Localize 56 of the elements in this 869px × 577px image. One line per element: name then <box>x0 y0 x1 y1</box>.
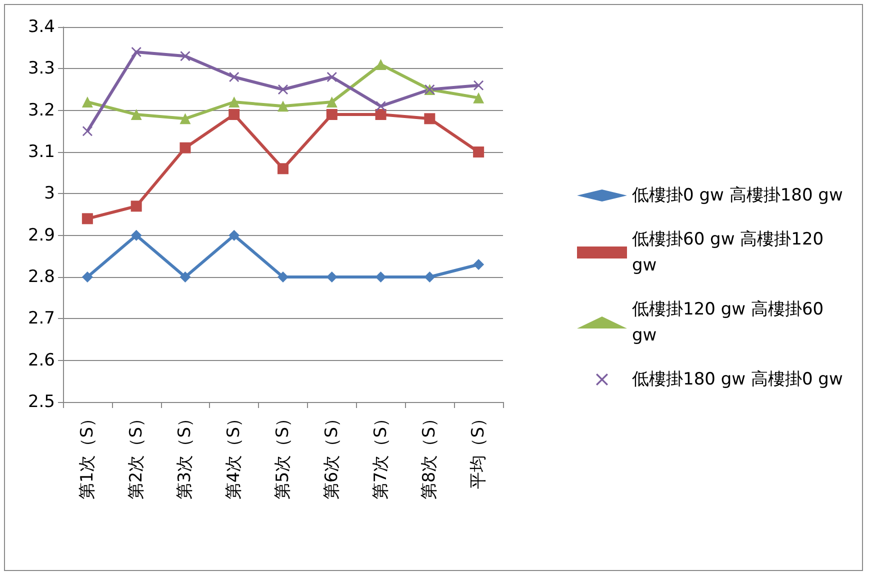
x-tick-label: 平均（S） <box>468 410 489 489</box>
point <box>130 200 142 212</box>
point <box>326 109 338 120</box>
y-tick-label: 2.7 <box>28 308 55 329</box>
y-tick-label: 2.9 <box>28 225 55 246</box>
point <box>82 272 93 282</box>
x-tick-label: 第4次（S） <box>224 410 244 500</box>
point <box>228 230 240 241</box>
legend-label: 低樓掛180 gw 高樓掛0 gw <box>632 370 843 390</box>
point <box>228 96 240 108</box>
x-tick-label: 第1次（S） <box>77 410 98 500</box>
x-tick-label: 第6次（S） <box>322 410 342 500</box>
y-tick-label: 3.2 <box>28 100 55 120</box>
point <box>424 113 436 124</box>
point <box>131 47 142 57</box>
x-tick-label: 第5次（S） <box>273 410 293 500</box>
x-tick-label: 第7次（S） <box>370 410 391 500</box>
point <box>278 163 288 174</box>
point <box>424 272 436 282</box>
y-tick-label: 2.8 <box>28 267 55 287</box>
x-tick-label: 第8次（S） <box>420 410 440 500</box>
point <box>180 51 190 62</box>
point <box>375 272 386 282</box>
point <box>180 272 191 282</box>
legend-label: 低樓掛60 gw 高樓掛120 gw <box>632 230 829 276</box>
point <box>82 126 92 136</box>
point <box>473 146 484 158</box>
y-tick-label: 3.1 <box>28 142 55 162</box>
point <box>82 213 93 224</box>
y-tick-label: 3.3 <box>28 58 55 79</box>
point <box>474 80 484 90</box>
point <box>278 84 288 94</box>
point <box>326 96 338 108</box>
point <box>180 142 191 154</box>
point <box>82 96 93 108</box>
legend-label: 低樓掛0 gw 高樓掛180 gw <box>632 186 843 206</box>
point <box>180 113 191 124</box>
point <box>375 59 386 70</box>
point <box>473 259 484 270</box>
point <box>473 92 484 104</box>
x-tick-label: 第2次（S） <box>126 410 146 500</box>
y-tick-label: 3 <box>44 184 55 204</box>
point <box>229 72 240 82</box>
point <box>130 230 142 241</box>
point <box>375 109 386 120</box>
point <box>228 109 240 120</box>
point <box>278 272 288 282</box>
point <box>326 72 337 82</box>
y-tick-label: 2.5 <box>28 392 55 412</box>
point <box>130 109 142 120</box>
legend-label: 低樓掛120 gw 高樓掛60 gw <box>632 300 829 346</box>
point <box>376 101 386 112</box>
y-tick-label: 3.4 <box>28 17 55 37</box>
x-tick-label: 第3次（S） <box>175 410 196 500</box>
y-tick-label: 2.6 <box>28 350 55 370</box>
point <box>278 100 288 112</box>
